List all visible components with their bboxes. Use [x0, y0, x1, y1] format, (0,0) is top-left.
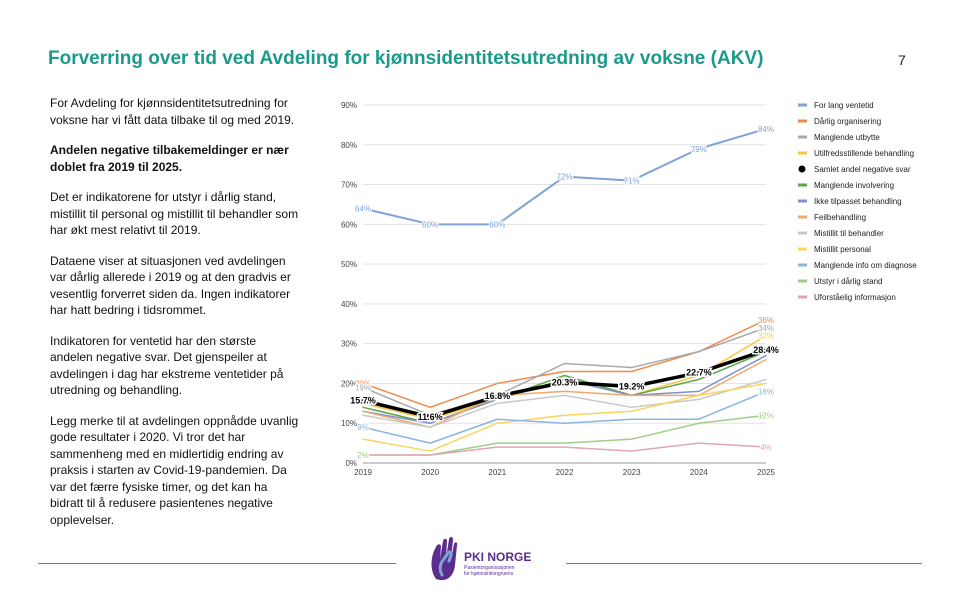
data-label: 79%: [691, 145, 707, 154]
y-tick-label: 70%: [341, 181, 357, 190]
data-label: 64%: [355, 204, 371, 213]
data-label: 19%: [355, 383, 371, 392]
footer-line-left: [38, 563, 396, 564]
data-label: 22.7%: [686, 368, 712, 378]
data-label: 15.7%: [350, 396, 376, 406]
legend-entry: Utilfredsstillende behandling: [814, 149, 914, 158]
legend-entry: Feilbehandling: [814, 213, 866, 222]
data-label: 32%: [758, 332, 774, 341]
y-tick-label: 30%: [341, 340, 357, 349]
y-tick-label: 10%: [341, 419, 357, 428]
series-line: [362, 390, 767, 444]
data-label: 72%: [556, 173, 572, 182]
paragraph-3: Det er indikatorene for utstyr i dårlig …: [50, 190, 299, 237]
y-tick-label: 60%: [341, 220, 357, 229]
legend-entry: Manglende utbytte: [814, 133, 880, 142]
paragraph-5: Indikatoren for ventetid har den største…: [50, 333, 284, 398]
y-tick-label: 80%: [341, 141, 357, 150]
series-line: [362, 127, 767, 226]
hand-logo-icon: [431, 536, 458, 581]
x-tick-label: 2019: [354, 468, 372, 477]
legend-entry: Samlet andel negative svar: [814, 165, 911, 174]
series-line: [362, 382, 767, 452]
data-label: 2%: [357, 451, 369, 460]
data-label: 19.2%: [619, 382, 645, 392]
x-tick-label: 2021: [488, 468, 506, 477]
footer-line-right: [566, 563, 922, 564]
data-label: 60%: [422, 220, 438, 229]
x-tick-label: 2024: [690, 468, 708, 477]
paragraph-4: Dataene viser at situasjonen ved avdelin…: [50, 253, 291, 318]
y-tick-label: 20%: [341, 379, 357, 388]
page-number: 7: [898, 52, 906, 68]
x-tick-label: 2020: [421, 468, 439, 477]
data-label: 12%: [758, 411, 774, 420]
legend-entry: Utstyr i dårlig stand: [814, 277, 882, 286]
page-title: Forverring over tid ved Avdeling for kjø…: [48, 48, 764, 69]
x-tick-label: 2025: [757, 468, 775, 477]
data-label: 84%: [758, 125, 774, 134]
legend-entry: Manglende involvering: [814, 181, 894, 190]
series-line: [361, 348, 768, 419]
y-tick-label: 90%: [341, 101, 357, 110]
paragraph-1: For Avdeling for kjønnsidentitetsutredni…: [50, 96, 295, 127]
logo-name: PKI NORGE: [464, 550, 531, 564]
legend-entry: Ikke tilpasset behandling: [814, 197, 902, 206]
x-tick-label: 2022: [556, 468, 574, 477]
legend-entry: Dårlig organisering: [814, 117, 881, 126]
y-tick-label: 40%: [341, 300, 357, 309]
data-label: 20.3%: [552, 377, 578, 387]
legend-swatch: [798, 165, 806, 173]
y-tick-label: 50%: [341, 260, 357, 269]
legend-entry: Uforståelig informasjon: [814, 293, 896, 302]
data-label: 4%: [760, 443, 772, 452]
logo-subtitle-1: Pasientorganisasjonen: [464, 565, 515, 571]
legend-entry: Mistillit personal: [814, 245, 871, 254]
data-label: 36%: [758, 316, 774, 325]
data-label: 11.6%: [418, 412, 443, 422]
data-label: 71%: [624, 177, 640, 186]
legend-entry: Mistillit til behandler: [814, 229, 884, 238]
data-label: 60%: [489, 220, 505, 229]
series-line: [362, 354, 767, 424]
line-chart: 0% 10% 20% 30% 40% 50% 60% 70% 80% 90% 2019 2020 202…: [330, 95, 950, 485]
pki-logo: PKI NORGE Pasientorganisasjonen for kjøn…: [428, 535, 548, 587]
series-line: [362, 378, 767, 428]
data-label: 9%: [357, 423, 369, 432]
logo-subtitle-2: for kjønnsinkongruens: [464, 571, 514, 577]
paragraph-2: Andelen negative tilbakemeldinger er nær…: [50, 143, 289, 174]
data-label: 28.4%: [753, 345, 779, 355]
body-text: For Avdeling for kjønnsidentitetsutredni…: [50, 95, 300, 542]
y-tick-label: 0%: [345, 459, 357, 468]
series-line: [362, 442, 767, 456]
paragraph-6: Legg merke til at avdelingen oppnådde uv…: [50, 413, 299, 527]
x-tick-label: 2023: [623, 468, 641, 477]
legend-entry: For lang ventetid: [814, 101, 874, 110]
data-label: 18%: [758, 387, 774, 396]
chart-svg: 0% 10% 20% 30% 40% 50% 60% 70% 80% 90% 2019 2020 202…: [341, 101, 917, 477]
data-label: 34%: [758, 324, 774, 333]
data-label: 20%: [355, 379, 371, 388]
legend-entry: Manglende info om diagnose: [814, 261, 917, 270]
data-label: 16.8%: [485, 391, 511, 401]
